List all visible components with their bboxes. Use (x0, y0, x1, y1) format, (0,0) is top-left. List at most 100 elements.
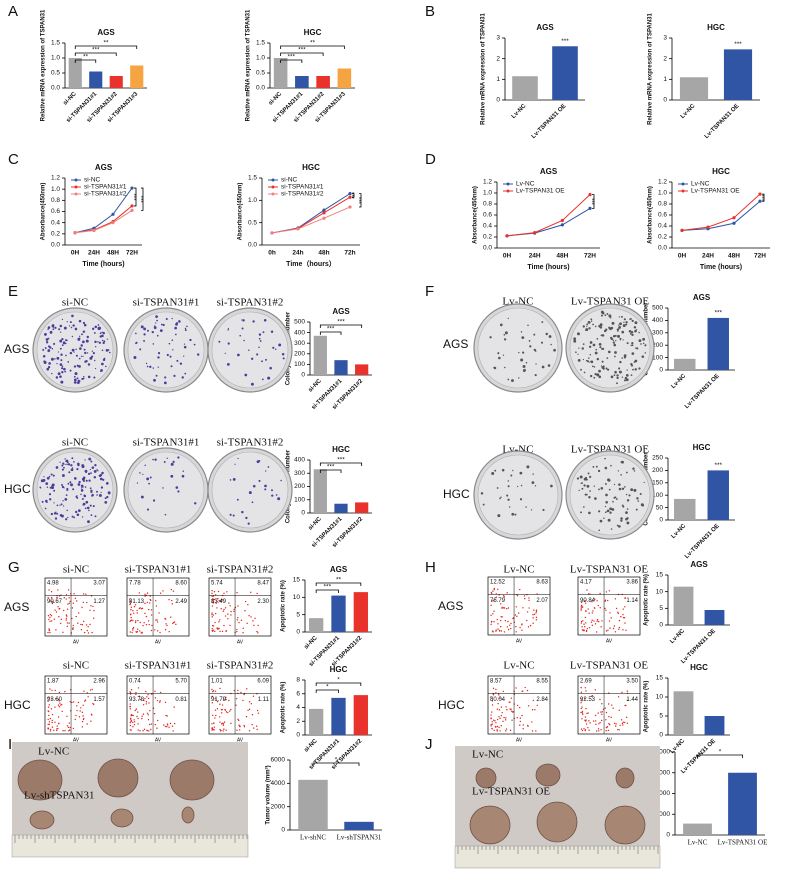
event (135, 691, 137, 694)
colony (90, 472, 92, 475)
x-tick-label: 48H (728, 253, 740, 260)
event (535, 612, 537, 614)
quadrant-value: 0.81 (175, 697, 187, 703)
y-tick-label: 300 (652, 330, 663, 337)
colony (172, 349, 174, 351)
colony (605, 328, 608, 331)
colony (582, 343, 585, 345)
colony (96, 490, 98, 493)
event (78, 612, 80, 614)
colony (92, 327, 95, 331)
flow-x-label: AV (516, 638, 523, 644)
event (66, 625, 68, 628)
quadrant-value: 8.60 (175, 581, 187, 587)
colony (59, 347, 62, 350)
colony (43, 476, 45, 478)
event (609, 724, 611, 726)
colony (620, 519, 623, 522)
y-tick-label: 1 (496, 76, 500, 83)
event (50, 698, 53, 700)
colony (63, 326, 67, 330)
event (66, 608, 69, 610)
event (256, 709, 259, 712)
event (585, 690, 587, 692)
colony (623, 321, 625, 323)
event (51, 713, 54, 716)
event (580, 702, 582, 704)
dish-inner (127, 451, 205, 529)
significance-bracket (762, 193, 765, 202)
bar (552, 46, 578, 100)
event (588, 626, 591, 629)
event (213, 722, 215, 724)
colony (507, 498, 510, 501)
point (680, 228, 684, 232)
colony (522, 369, 526, 373)
event (618, 729, 620, 731)
quadrant-value: 4.17 (580, 580, 592, 586)
colony (85, 340, 88, 343)
event (129, 598, 131, 600)
legend-label: Lv-TSPAN31 OE (516, 188, 565, 195)
event (212, 602, 214, 604)
colony (619, 360, 622, 364)
colony (616, 524, 619, 527)
flow-plot (126, 675, 190, 735)
event (89, 609, 91, 612)
y-tick-label: 2000 (656, 790, 671, 797)
colony (588, 496, 591, 499)
colony (177, 456, 180, 459)
colony (171, 339, 174, 341)
event (581, 729, 584, 732)
event (230, 610, 232, 613)
event (137, 717, 139, 720)
colony (239, 334, 242, 337)
colony (611, 321, 615, 325)
colony (634, 321, 638, 325)
colony (229, 513, 232, 516)
event (490, 591, 493, 594)
event (132, 619, 134, 622)
event (250, 616, 252, 618)
event (519, 588, 521, 591)
event (227, 618, 229, 620)
event (586, 712, 588, 715)
colony (604, 314, 607, 317)
y-tick-label: 1.5 (248, 175, 257, 182)
y-tick-label: 0.0 (51, 85, 60, 92)
colony (628, 329, 632, 333)
event (154, 697, 157, 699)
event (522, 724, 524, 726)
colony (576, 332, 580, 336)
y-tick-label: 4 (296, 704, 300, 711)
colony (534, 350, 537, 352)
event (171, 603, 174, 605)
colony (47, 337, 50, 340)
colony (604, 482, 607, 485)
event (621, 722, 624, 725)
event (511, 719, 513, 721)
event (49, 631, 51, 634)
colony (607, 518, 611, 522)
event (75, 615, 77, 618)
row-label: AGS (4, 342, 29, 356)
event (72, 624, 75, 627)
colony (136, 482, 139, 484)
colony (630, 330, 634, 334)
colony (59, 324, 63, 328)
quadrant-value: 93.60 (47, 697, 63, 703)
y-tick-label: 0.8 (658, 201, 667, 208)
colony (142, 473, 144, 476)
event (81, 720, 84, 723)
colony (258, 479, 261, 482)
event (129, 614, 132, 616)
colony (80, 489, 84, 492)
colony (83, 375, 85, 378)
colony (76, 513, 80, 516)
event (156, 619, 158, 621)
colony (630, 362, 633, 366)
colony (55, 376, 59, 379)
significance-bracket (319, 469, 342, 473)
colony (78, 480, 81, 484)
colony (636, 347, 639, 350)
